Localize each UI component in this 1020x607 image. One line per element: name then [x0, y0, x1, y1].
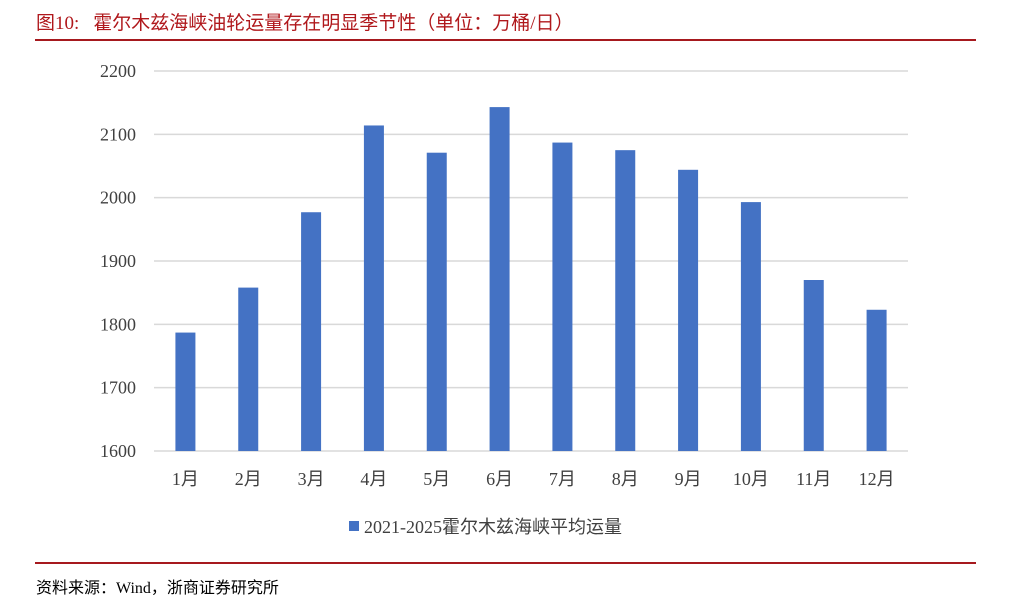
bar [678, 169, 699, 452]
x-tick-label: 9月 [675, 469, 702, 489]
x-tick-label: 1月 [172, 469, 199, 489]
figure-number: 图10: [36, 13, 80, 34]
bar [301, 212, 322, 451]
y-tick-label: 2100 [100, 124, 136, 144]
bar [489, 107, 510, 451]
y-tick-label: 1800 [100, 314, 136, 334]
legend-swatch [349, 521, 359, 531]
bar [238, 287, 259, 451]
x-tick-label: 6月 [486, 469, 513, 489]
bar [740, 202, 761, 451]
x-tick-label: 8月 [612, 469, 639, 489]
top-rule [35, 39, 976, 41]
bar [175, 332, 196, 451]
x-tick-label: 12月 [859, 469, 895, 489]
x-tick-label: 5月 [423, 469, 450, 489]
bar [552, 142, 573, 452]
figure-title-text: 霍尔木兹海峡油轮运量存在明显季节性（单位：万桶/日） [93, 13, 574, 34]
bar [866, 309, 887, 451]
y-tick-label: 1900 [100, 251, 136, 271]
x-tick-label: 2月 [235, 469, 262, 489]
y-tick-label: 1700 [100, 378, 136, 398]
bar [803, 280, 824, 451]
x-tick-label: 4月 [360, 469, 387, 489]
y-tick-label: 2200 [100, 61, 136, 81]
bar [615, 150, 636, 451]
bar [426, 152, 447, 451]
x-tick-label: 10月 [733, 469, 769, 489]
x-tick-label: 11月 [796, 469, 831, 489]
figure-title: 图10: 霍尔木兹海峡油轮运量存在明显季节性（单位：万桶/日） [36, 8, 588, 35]
legend: 2021-2025霍尔木兹海峡平均运量 [349, 513, 622, 539]
source-note: 资料来源：Wind，浙商证券研究所 [36, 580, 279, 597]
y-tick-label: 2000 [100, 188, 136, 208]
bar [363, 125, 384, 451]
bottom-rule [35, 562, 976, 564]
legend-label: 2021-2025霍尔木兹海峡平均运量 [364, 517, 622, 537]
y-tick-label: 1600 [100, 441, 136, 461]
x-tick-label: 3月 [298, 469, 325, 489]
x-tick-label: 7月 [549, 469, 576, 489]
